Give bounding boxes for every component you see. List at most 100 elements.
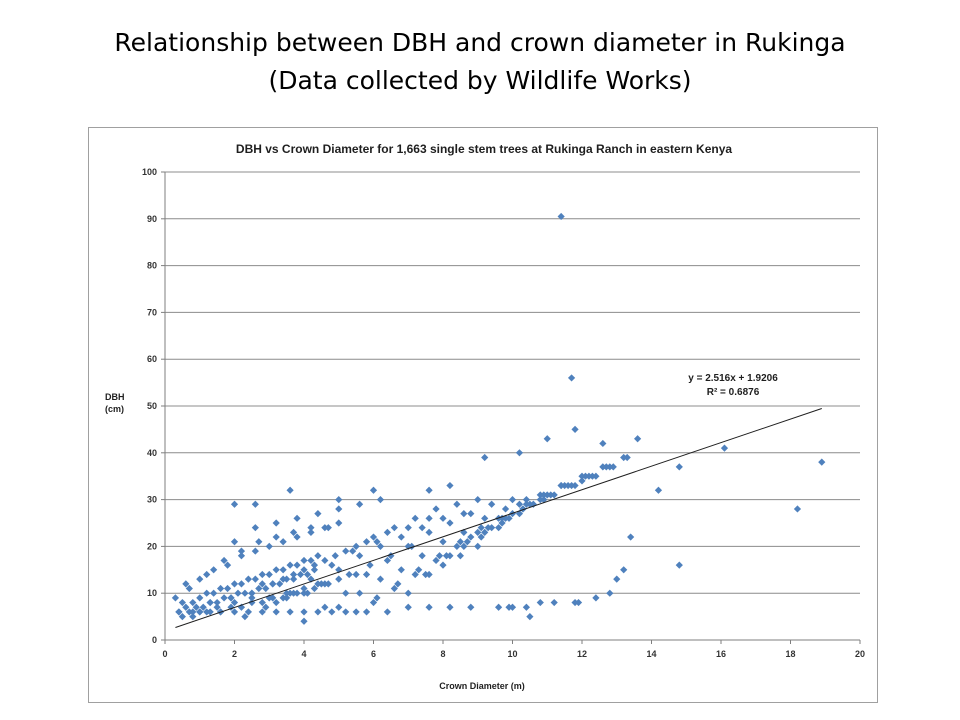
data-point <box>481 528 489 536</box>
slide-title-line-1: Relationship between DBH and crown diame… <box>114 28 846 57</box>
data-point <box>415 566 423 574</box>
data-point <box>620 566 628 574</box>
data-point <box>522 496 530 504</box>
data-point <box>540 491 548 499</box>
data-point <box>213 598 221 607</box>
data-point <box>335 603 343 611</box>
data-point <box>234 589 242 597</box>
slide-title: Relationship between DBH and crown diame… <box>0 24 960 100</box>
y-tick-label: 0 <box>152 635 157 645</box>
data-point <box>606 589 614 597</box>
data-point <box>251 575 259 583</box>
data-point <box>310 561 319 569</box>
data-point <box>272 533 280 541</box>
data-point <box>248 589 256 597</box>
data-point <box>310 566 319 574</box>
data-point <box>366 561 374 569</box>
data-point <box>675 561 683 569</box>
data-point <box>241 589 249 597</box>
data-point <box>439 561 447 569</box>
x-tick-label: 6 <box>371 649 376 659</box>
x-tick-label: 10 <box>507 649 517 659</box>
data-point <box>818 458 826 466</box>
data-point <box>369 533 378 541</box>
data-point <box>369 598 378 607</box>
data-point <box>404 603 412 611</box>
data-point <box>519 505 527 513</box>
data-point <box>175 608 183 616</box>
data-point <box>251 547 259 555</box>
data-point <box>199 603 207 611</box>
data-point <box>335 519 343 527</box>
data-point <box>592 594 600 602</box>
data-point <box>206 598 214 607</box>
data-point <box>435 552 444 560</box>
data-point <box>404 524 412 532</box>
data-point <box>293 533 301 541</box>
data-point <box>456 552 464 560</box>
data-point <box>289 570 298 579</box>
data-point <box>453 500 461 508</box>
data-point <box>220 556 228 565</box>
data-point <box>349 547 357 555</box>
y-tick-label: 100 <box>142 167 157 177</box>
data-point <box>300 566 308 574</box>
data-point <box>272 519 280 527</box>
data-point <box>328 561 336 569</box>
data-point <box>321 556 329 565</box>
data-point <box>307 528 315 536</box>
data-point <box>335 575 343 583</box>
data-point <box>258 570 266 579</box>
data-point <box>460 510 468 518</box>
data-point <box>526 613 534 621</box>
data-point <box>425 514 433 522</box>
data-point <box>272 608 280 616</box>
x-tick-label: 16 <box>716 649 726 659</box>
data-point <box>390 524 398 532</box>
data-point <box>251 524 259 532</box>
data-point <box>411 514 419 522</box>
y-axis-label-line-1: DBH <box>105 392 125 402</box>
data-point <box>279 575 287 583</box>
x-axis-label: Crown Diameter (m) <box>439 681 525 691</box>
data-point <box>217 584 225 593</box>
data-point <box>404 589 412 597</box>
data-point <box>376 575 385 583</box>
data-point <box>439 514 447 522</box>
x-tick-label: 20 <box>855 649 865 659</box>
trendline <box>175 407 822 628</box>
data-point <box>356 552 364 560</box>
data-point <box>574 598 583 607</box>
data-point <box>432 505 440 513</box>
data-point <box>439 538 447 546</box>
data-point <box>422 570 430 579</box>
data-point <box>394 580 402 588</box>
data-point <box>425 486 433 494</box>
data-point <box>373 538 381 546</box>
data-point <box>627 533 635 541</box>
data-point <box>352 570 360 579</box>
data-point <box>397 533 405 541</box>
data-point <box>258 608 266 616</box>
data-point <box>356 589 364 597</box>
data-point <box>352 542 360 550</box>
data-point <box>293 561 301 569</box>
x-tick-label: 18 <box>785 649 795 659</box>
data-point <box>571 425 579 433</box>
data-point <box>258 580 266 588</box>
data-point <box>241 613 249 621</box>
data-point <box>196 594 204 602</box>
data-point <box>189 598 197 607</box>
y-tick-label: 30 <box>147 495 157 505</box>
data-point <box>501 514 510 522</box>
y-tick-label: 80 <box>147 261 157 271</box>
data-point <box>515 500 524 508</box>
data-point <box>185 584 193 593</box>
data-point <box>314 580 322 588</box>
data-point <box>220 594 228 602</box>
data-point <box>244 575 252 583</box>
y-tick-label: 90 <box>147 214 157 224</box>
data-point <box>272 566 280 574</box>
data-point <box>286 561 294 569</box>
data-point <box>522 500 530 508</box>
